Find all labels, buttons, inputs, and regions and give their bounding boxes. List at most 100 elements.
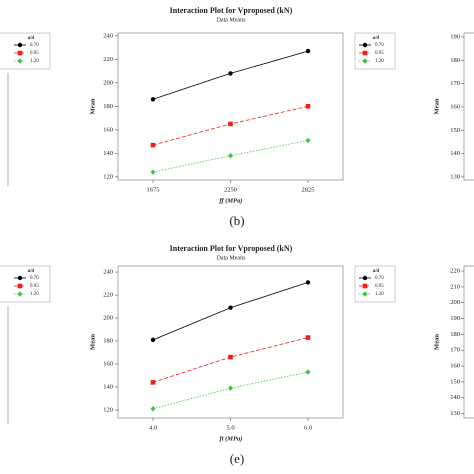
legend-label: 0.70 xyxy=(375,276,384,281)
legend-label: 0.95 xyxy=(30,284,39,289)
point xyxy=(17,283,23,289)
chart-title: Interaction Plot for Vproposed (kN) xyxy=(170,6,293,15)
point xyxy=(305,48,311,54)
legend-label: 0.70 xyxy=(30,43,39,48)
point xyxy=(150,142,156,148)
point xyxy=(228,305,233,310)
x-axis-label: ff (MPa) xyxy=(219,197,242,204)
point xyxy=(228,152,233,159)
legend-label: 0.95 xyxy=(375,51,384,56)
point xyxy=(362,50,368,56)
y-axis-label: Mean xyxy=(89,334,96,350)
point xyxy=(305,280,311,285)
point xyxy=(305,335,311,340)
y-tick-label: 180 xyxy=(103,103,113,110)
point xyxy=(362,291,368,297)
point xyxy=(362,283,368,289)
point xyxy=(150,406,156,412)
x-tick-label: 4.0 xyxy=(149,424,157,431)
y-tick-label: 160 xyxy=(450,363,460,370)
x-tick-label: 6.0 xyxy=(304,424,312,431)
chart-title: Interaction Plot for Vproposed (kN) xyxy=(170,244,293,253)
legend-box xyxy=(0,32,51,70)
point xyxy=(17,291,23,297)
point xyxy=(305,104,311,109)
series-line xyxy=(152,282,309,341)
y-tick-label: 180 xyxy=(103,338,113,345)
x-axis-label: ft (MPa) xyxy=(220,435,243,442)
y-tick-label: 170 xyxy=(450,347,460,354)
legend-title: a/d xyxy=(28,269,35,274)
y-tick-label: 220 xyxy=(103,292,113,299)
y-axis-label: Mean xyxy=(89,98,96,114)
point xyxy=(305,369,311,375)
point xyxy=(17,50,23,56)
x-tick-label: 5.0 xyxy=(226,424,234,431)
point xyxy=(150,169,156,175)
y-tick-label: 140 xyxy=(450,150,460,157)
point xyxy=(228,385,233,391)
point xyxy=(150,337,156,343)
legend-label: 1.20 xyxy=(30,59,39,64)
point xyxy=(362,58,368,64)
y-axis-label: Mean xyxy=(433,98,440,114)
legend-label: 1.20 xyxy=(375,59,384,64)
point xyxy=(17,275,23,281)
x-tick-label: 2250 xyxy=(224,186,237,193)
point xyxy=(228,121,233,127)
y-tick-label: 210 xyxy=(450,283,460,290)
y-tick-label: 130 xyxy=(450,410,460,417)
series-line xyxy=(152,371,309,410)
caption: (e) xyxy=(230,451,244,466)
plot-area xyxy=(117,265,344,419)
point xyxy=(228,71,233,76)
x-tick-label: 1675 xyxy=(147,186,160,193)
point xyxy=(17,42,23,48)
caption: (b) xyxy=(229,213,244,228)
y-tick-label: 140 xyxy=(450,394,460,401)
point xyxy=(362,42,368,48)
plot-area xyxy=(463,265,474,419)
y-axis-label: Mean xyxy=(433,334,440,350)
x-tick-label: 2825 xyxy=(302,186,315,193)
series-line xyxy=(152,337,309,383)
legend-title: a/d xyxy=(373,269,380,274)
point xyxy=(17,58,23,64)
y-tick-label: 160 xyxy=(103,360,113,367)
legend-label: 0.70 xyxy=(375,43,384,48)
y-tick-label: 130 xyxy=(450,173,460,180)
y-tick-label: 200 xyxy=(103,315,113,322)
y-tick-label: 190 xyxy=(450,315,460,322)
point xyxy=(362,275,368,281)
legend-box xyxy=(354,32,396,70)
y-tick-label: 220 xyxy=(450,268,460,275)
legend-label: 1.20 xyxy=(30,292,39,297)
y-tick-label: 150 xyxy=(450,378,460,385)
y-tick-label: 240 xyxy=(103,269,113,276)
y-tick-label: 240 xyxy=(103,32,113,39)
y-tick-label: 120 xyxy=(103,173,113,180)
y-tick-label: 170 xyxy=(450,80,460,87)
legend-title: a/d xyxy=(28,36,35,41)
y-tick-label: 200 xyxy=(103,79,113,86)
legend-label: 1.20 xyxy=(375,292,384,297)
y-tick-label: 190 xyxy=(450,33,460,40)
y-tick-label: 220 xyxy=(103,56,113,63)
point xyxy=(150,380,156,385)
legend-label: 0.95 xyxy=(375,284,384,289)
point xyxy=(305,137,311,144)
y-tick-label: 140 xyxy=(103,150,113,157)
y-tick-label: 150 xyxy=(450,127,460,134)
chart-subtitle: Data Means xyxy=(217,255,246,261)
y-tick-label: 200 xyxy=(450,299,460,306)
legend-box xyxy=(0,265,51,303)
point xyxy=(150,97,156,102)
y-tick-label: 160 xyxy=(450,103,460,110)
y-tick-label: 160 xyxy=(103,126,113,133)
legend-box xyxy=(354,265,396,303)
chart-subtitle: Data Means xyxy=(217,17,246,23)
plot-area xyxy=(463,32,474,181)
legend-title: a/d xyxy=(373,36,380,41)
point xyxy=(228,354,233,360)
